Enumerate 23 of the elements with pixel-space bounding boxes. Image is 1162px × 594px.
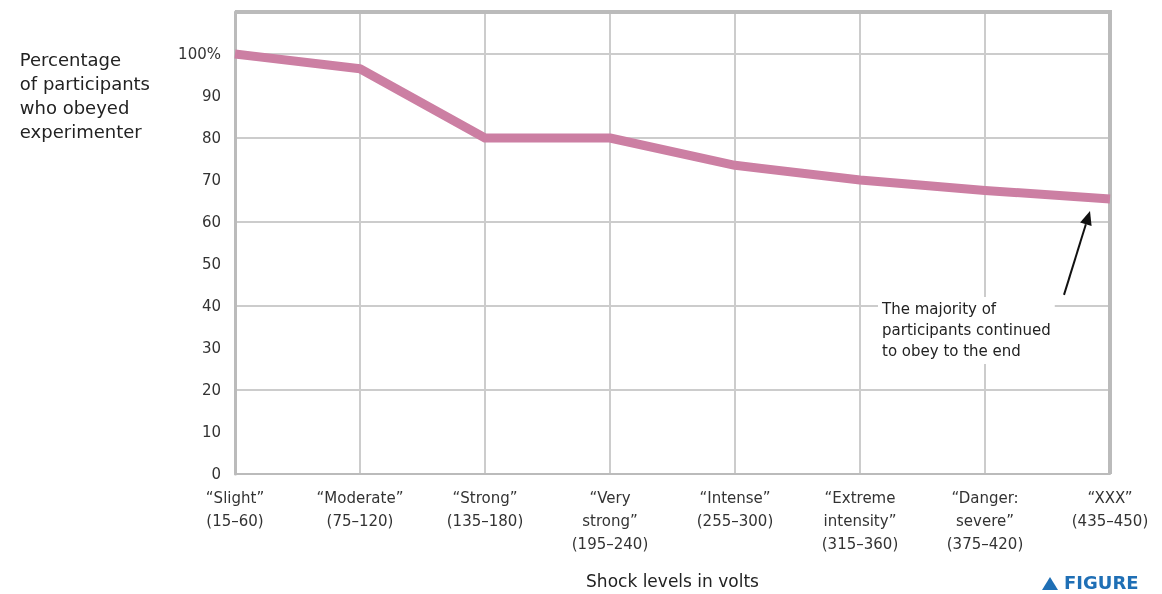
x-tick-label: “Moderate” (75–120) bbox=[316, 488, 404, 530]
annotation: The majority of participants continued to obey to the end bbox=[881, 300, 1051, 361]
y-axis-title: Percentage of participants who obeyed experimenter bbox=[19, 48, 150, 142]
y-tick-label: 0 bbox=[211, 465, 221, 483]
x-tick-label: “XXX” (435–450) bbox=[1071, 488, 1149, 530]
y-tick-label: 50 bbox=[201, 255, 221, 273]
text: FIGURE bbox=[1064, 571, 1139, 593]
y-tick-label: 90 bbox=[201, 87, 221, 105]
y-tick-label: 20 bbox=[201, 381, 221, 399]
y-tick-label: 40 bbox=[201, 297, 221, 315]
y-tick-label: 80 bbox=[201, 129, 221, 147]
x-tick-label: “Extreme intensity” (315–360) bbox=[821, 488, 899, 553]
x-tick-label: “Slight” (15–60) bbox=[205, 488, 265, 530]
x-tick-label: “Very strong” (195–240) bbox=[571, 488, 649, 553]
x-tick-label: “Danger: severe” (375–420) bbox=[946, 488, 1024, 553]
x-axis-title: Shock levels in volts bbox=[586, 570, 760, 591]
y-tick-label: 10 bbox=[201, 423, 221, 441]
y-tick-label: 30 bbox=[201, 339, 221, 357]
y-tick-label: 60 bbox=[201, 213, 221, 231]
y-tick-label: 70 bbox=[201, 171, 221, 189]
x-tick-label: “Intense” (255–300) bbox=[696, 488, 774, 530]
x-tick-label: “Strong” (135–180) bbox=[446, 488, 524, 530]
y-tick-label: 100% bbox=[178, 45, 221, 63]
